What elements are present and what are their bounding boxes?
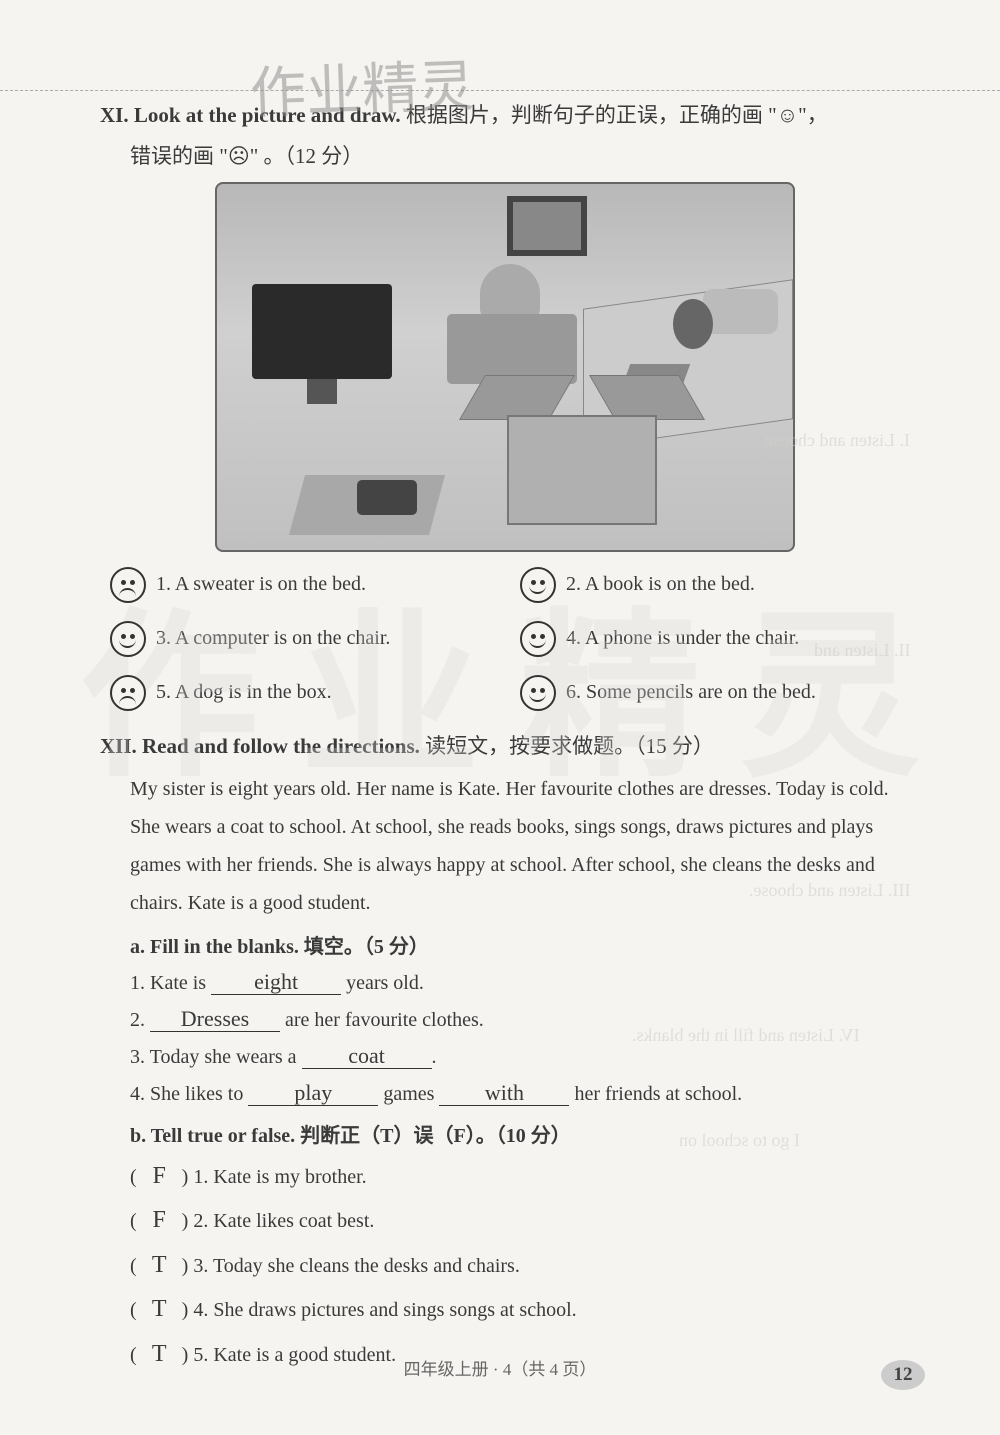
tf-line: ( T ) 3. Today she cleans the desks and … (100, 1243, 910, 1287)
watermark-title: 作业精灵 (249, 41, 476, 130)
page-footer: 四年级上册 · 4（共 4 页） (0, 1355, 1000, 1380)
top-divider (0, 90, 1000, 91)
tf-item: 1. A sweater is on the bed. (110, 567, 500, 603)
fill-post: . (432, 1046, 437, 1068)
tf-answer: F (142, 1198, 177, 1242)
paren-close: ) (177, 1255, 194, 1277)
tf-item: 6. Some pencils are on the bed. (520, 675, 910, 711)
happy-face-icon (110, 621, 146, 657)
section-xi-sub: 错误的画 "☹" 。（12 分） (100, 140, 910, 170)
tf-item: 5. A dog is in the box. (110, 675, 500, 711)
subsection-b: b. Tell true or false. 判断正（T）误（F）。（10 分） (100, 1119, 910, 1148)
sad-face-icon (110, 675, 146, 711)
true-false-lines: ( F ) 1. Kate is my brother.( F ) 2. Kat… (100, 1154, 910, 1376)
section-xi-num: XI. (100, 103, 129, 127)
tf-line: ( F ) 1. Kate is my brother. (100, 1154, 910, 1198)
tf-statement: 2. Kate likes coat best. (193, 1210, 374, 1232)
happy-face-icon (520, 567, 556, 603)
tf-item-text: 6. Some pencils are on the bed. (566, 681, 816, 704)
section-xii-num: XII. (100, 734, 137, 758)
paren-close: ) (177, 1299, 194, 1321)
tf-line: ( F ) 2. Kate likes coat best. (100, 1198, 910, 1242)
tf-item: 3. A computer is on the chair. (110, 621, 500, 657)
lamp-icon (480, 264, 540, 319)
tf-item: 2. A book is on the bed. (520, 567, 910, 603)
fill-answer: play (248, 1081, 378, 1106)
fill-pre: 2. (130, 1009, 150, 1031)
fill-mid: games (378, 1083, 439, 1105)
reading-passage: My sister is eight years old. Her name i… (100, 770, 910, 922)
paren-open: ( (130, 1210, 142, 1232)
fill-item: 2. Dresses are her favourite clothes. (100, 1002, 910, 1039)
tf-item-text: 3. A computer is on the chair. (156, 627, 390, 650)
box-icon (507, 415, 657, 525)
tf-item-text: 4. A phone is under the chair. (566, 627, 799, 650)
section-xi-title: XI. Look at the picture and draw. 根据图片，判… (100, 100, 910, 132)
fill-post: are her favourite clothes. (280, 1009, 484, 1031)
fill-item: 1. Kate is eight years old. (100, 965, 910, 1002)
tf-answer: T (142, 1287, 177, 1331)
doll-icon (673, 299, 713, 349)
tf-item-text: 2. A book is on the bed. (566, 573, 755, 596)
happy-face-icon (520, 621, 556, 657)
fill-pre: 3. Today she wears a (130, 1046, 302, 1068)
fill-item: 4. She likes to play games with her frie… (100, 1076, 910, 1113)
fill-answer: with (439, 1081, 569, 1106)
fill-pre: 1. Kate is (130, 972, 211, 994)
tf-item-text: 1. A sweater is on the bed. (156, 573, 366, 596)
fill-post: her friends at school. (569, 1083, 742, 1105)
fill-pre: 4. She likes to (130, 1083, 248, 1105)
tf-line: ( T ) 4. She draws pictures and sings so… (100, 1287, 910, 1331)
paren-close: ) (177, 1210, 194, 1232)
tv-icon (252, 284, 392, 379)
sad-face-icon (110, 567, 146, 603)
subsection-a: a. Fill in the blanks. 填空。（5 分） (100, 930, 910, 959)
page-number: 12 (881, 1360, 925, 1390)
true-false-grid: 1. A sweater is on the bed. 2. A book is … (100, 567, 910, 711)
bedside-table (447, 314, 577, 384)
tf-item-text: 5. A dog is in the box. (156, 681, 332, 704)
paren-open: ( (130, 1299, 142, 1321)
phone-icon (357, 480, 417, 515)
tf-answer: F (142, 1154, 177, 1198)
fill-item: 3. Today she wears a coat. (100, 1039, 910, 1076)
tf-statement: 1. Kate is my brother. (193, 1166, 366, 1188)
tf-answer: T (142, 1243, 177, 1287)
pillow-icon (703, 289, 778, 334)
fill-answer: eight (211, 970, 341, 995)
wall-picture (507, 196, 587, 256)
tf-statement: 3. Today she cleans the desks and chairs… (193, 1255, 519, 1277)
section-xii-title: XII. Read and follow the directions. 读短文… (100, 731, 910, 763)
happy-face-icon (520, 675, 556, 711)
fill-post: years old. (341, 972, 424, 994)
tf-statement: 4. She draws pictures and sings songs at… (193, 1299, 576, 1321)
section-xii-ch: 读短文，按要求做题。（15 分） (425, 734, 714, 758)
paren-open: ( (130, 1255, 142, 1277)
fill-answer: coat (302, 1044, 432, 1069)
section-xii-en: Read and follow the directions. (142, 734, 420, 758)
paren-close: ) (177, 1166, 194, 1188)
tf-item: 4. A phone is under the chair. (520, 621, 910, 657)
fill-blanks-container: 1. Kate is eight years old.2. Dresses ar… (100, 965, 910, 1113)
room-picture (215, 182, 795, 552)
fill-answer: Dresses (150, 1007, 280, 1032)
paren-open: ( (130, 1166, 142, 1188)
